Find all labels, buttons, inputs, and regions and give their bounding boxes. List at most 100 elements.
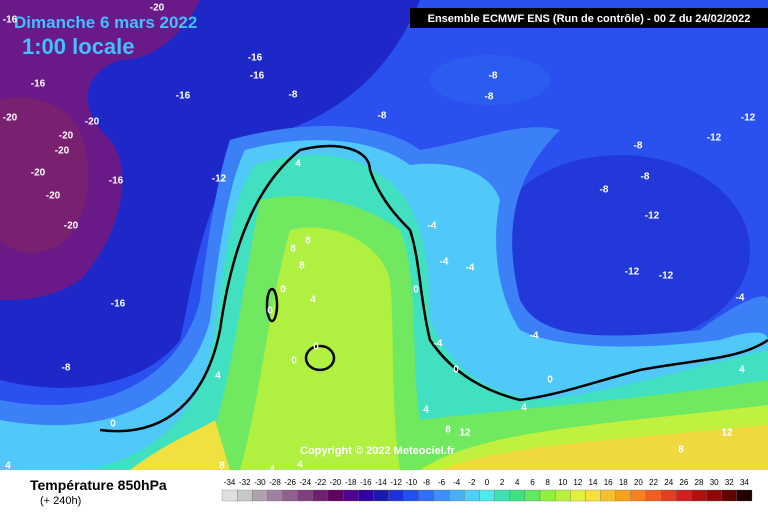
color-swatch (327, 489, 344, 502)
zero-isotherm (265, 287, 279, 323)
colorbar-tick: 34 (740, 478, 749, 487)
colorbar-tick: 12 (573, 478, 582, 487)
color-swatch (554, 489, 571, 502)
colorbar-tick: -12 (390, 478, 402, 487)
contour-label: -16 (109, 176, 124, 187)
contour-label: -8 (62, 363, 71, 374)
color-swatch (660, 489, 677, 502)
color-swatch (373, 489, 389, 502)
color-swatch (312, 489, 329, 502)
color-swatch (524, 489, 541, 502)
colorbar-tick: -24 (300, 478, 312, 487)
contour-label: 4 (739, 365, 745, 376)
contour-label: 4 (310, 295, 316, 306)
colorbar-tick: 20 (634, 478, 643, 487)
contour-label: -16 (248, 53, 263, 64)
contour-label: -4 (428, 221, 437, 232)
contour-label: -20 (55, 146, 70, 157)
contour-label: -16 (176, 91, 191, 102)
contour-label: -8 (641, 172, 650, 183)
colorbar-tick: -26 (284, 478, 296, 487)
color-swatch (282, 489, 298, 502)
colorbar-tick: -14 (375, 478, 387, 487)
colorbar-tick: -16 (360, 478, 372, 487)
copyright: Copyright © 2022 Meteociel.fr (300, 445, 456, 457)
cold-zone (0, 0, 420, 388)
contour-label: 4 (521, 403, 527, 414)
colorbar-tick: 32 (725, 478, 734, 487)
color-swatch (721, 489, 738, 502)
contour-label: -20 (85, 117, 100, 128)
header-box (410, 8, 768, 28)
contour-label: -8 (378, 111, 387, 122)
contour-label: 4 (5, 461, 11, 472)
colorbar-tick: -32 (239, 478, 251, 487)
contour-label: -16 (3, 15, 18, 26)
color-swatch (676, 489, 692, 502)
color-swatch (464, 489, 480, 502)
contour-label: -20 (46, 191, 61, 202)
contour-label: -16 (31, 79, 46, 90)
contour-label: 4 (215, 371, 221, 382)
contour-label: 4 (269, 465, 275, 476)
color-swatch (267, 489, 283, 502)
color-swatch (479, 489, 495, 502)
contour-label: -16 (250, 71, 265, 82)
contour-label: -8 (289, 90, 298, 101)
color-swatch (358, 489, 374, 502)
colorbar-tick: 24 (664, 478, 673, 487)
contour-label: 8 (290, 244, 296, 255)
color-swatch (388, 489, 404, 502)
color-swatch (403, 489, 420, 502)
color-swatch (448, 489, 465, 502)
colorbar-tick: 14 (589, 478, 598, 487)
colorbar-tick: 16 (604, 478, 613, 487)
cold-zone (430, 55, 550, 105)
color-swatch (615, 489, 632, 502)
colorbar-tick: -20 (330, 478, 342, 487)
color-swatch (539, 489, 556, 502)
colorbar-tick: -18 (345, 478, 357, 487)
color-swatch (236, 489, 253, 502)
contour-label: -4 (530, 331, 539, 342)
contour-label: -12 (645, 211, 660, 222)
contour-label: 4 (295, 159, 301, 170)
color-swatch (645, 489, 662, 502)
colorbar-tick: 0 (485, 478, 490, 487)
color-swatch (585, 489, 601, 502)
contour-label: 0 (267, 306, 273, 317)
hot-zone (440, 425, 768, 470)
colorbar-tick: 30 (710, 478, 719, 487)
color-swatch (221, 489, 238, 502)
forecast-date: Dimanche 6 mars 2022 (14, 13, 197, 32)
colorbar-tick: 28 (695, 478, 704, 487)
colorbar-tick: 4 (515, 478, 520, 487)
color-swatch (570, 489, 586, 502)
contour-label: 8 (299, 261, 305, 272)
colorbar-tick: -28 (269, 478, 281, 487)
contour-label: -4 (466, 263, 475, 274)
color-swatch (736, 489, 753, 502)
contour-label: -12 (659, 271, 674, 282)
contour-label: 4 (297, 460, 303, 471)
color-swatch (342, 489, 359, 502)
cold-zone (490, 155, 750, 345)
contour-label: -12 (741, 113, 756, 124)
contour-label: 8 (305, 236, 311, 247)
contour-label: 8 (678, 445, 684, 456)
contour-label: 0 (453, 365, 459, 376)
colorbar-tick: -6 (438, 478, 446, 487)
model-run: Ensemble ECMWF ENS (Run de contrôle) - 0… (428, 13, 751, 25)
legend-subtitle: (+ 240h) (40, 495, 81, 507)
color-swatch (691, 489, 707, 502)
contour-label: -8 (634, 141, 643, 152)
contour-label: -8 (485, 92, 494, 103)
colorbar-tick: -34 (224, 478, 236, 487)
contour-label: -20 (64, 221, 79, 232)
zero-isotherm (99, 144, 768, 433)
contour-label: 8 (219, 461, 225, 472)
colorbar-tick: -8 (423, 478, 431, 487)
color-swatch (509, 489, 526, 502)
color-swatch (600, 489, 616, 502)
